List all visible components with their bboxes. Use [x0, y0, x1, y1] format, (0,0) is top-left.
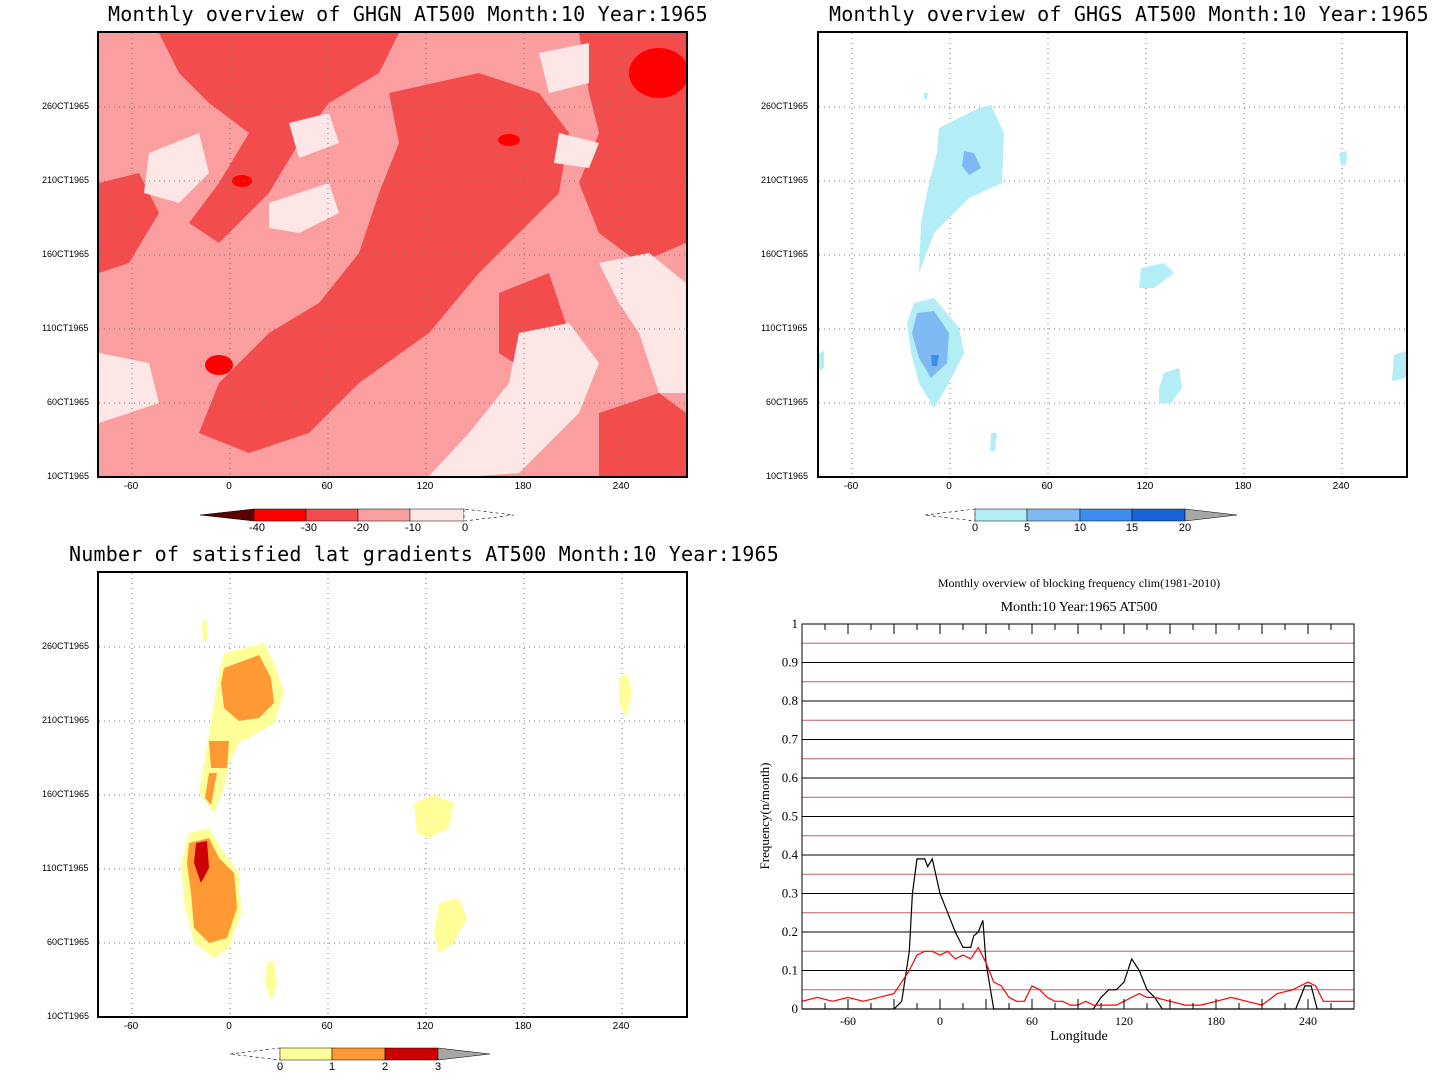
ghgs-contours [819, 33, 1406, 476]
ghgs-cb-label: 0 [971, 522, 979, 534]
x-tick-label: 0 [937, 1014, 943, 1028]
ghgn-cb-label: 0 [461, 522, 469, 534]
grad-title: Number of satisfied lat gradients AT500 … [69, 542, 779, 566]
ghgs-ytick: 260CT1965 [761, 101, 809, 111]
ghgn-xtick: 0 [226, 481, 232, 492]
ghgn-map [97, 31, 688, 478]
ghgn-xtick: -60 [123, 481, 139, 492]
ghgs-colorbar [925, 508, 1238, 522]
ghgs-map [817, 31, 1408, 478]
series-line-1 [801, 946, 1354, 1006]
y-tick-label: 0.4 [782, 847, 799, 862]
ghgn-ytick: 110CT1965 [42, 323, 89, 333]
ghgs-cb-label: 15 [1125, 522, 1139, 534]
ghgs-xtick: 120 [1136, 481, 1154, 492]
chart-grid [802, 623, 1354, 1010]
x-tick-label: -60 [840, 1014, 856, 1028]
ghgn-ytick: 10CT1965 [47, 471, 90, 481]
ghgn-cb-label: -40 [249, 522, 265, 534]
y-tick-label: 0.2 [782, 924, 798, 939]
ghgn-ytick: 260CT1965 [42, 101, 90, 111]
grad-ytick: 210CT1965 [42, 715, 90, 725]
y-tick-label: 0 [792, 1001, 799, 1016]
chart-ylabel: Frequency(n/month) [757, 763, 772, 870]
grad-ytick: 260CT1965 [42, 641, 90, 651]
grad-xtick: -60 [123, 1021, 139, 1032]
ghgs-title: Monthly overview of GHGS AT500 Month:10 … [829, 2, 1429, 26]
ghgn-xtick: 180 [514, 481, 532, 492]
grad-cb-label: 2 [381, 1061, 389, 1073]
ghgs-ytick: 110CT1965 [761, 323, 808, 333]
ghgn-cb-label: -10 [405, 522, 421, 534]
ghgs-cb-label: 20 [1178, 522, 1192, 534]
ghgs-xtick: 240 [1332, 481, 1350, 492]
chart-subtitle: Month:10 Year:1965 AT500 [1001, 600, 1158, 615]
y-tick-label: 0.5 [782, 809, 798, 824]
grad-ytick: 110CT1965 [42, 863, 89, 873]
y-tick-label: 0.7 [782, 732, 799, 747]
ghgs-xtick: 0 [946, 481, 952, 492]
blocking-frequency-chart: Monthly overview of blocking frequency c… [757, 576, 1355, 1044]
chart-frame [801, 623, 1355, 1010]
grad-ytick: 60CT1965 [47, 937, 90, 947]
ghgs-ytick: 10CT1965 [766, 471, 809, 481]
ghgs-xtick: 60 [1041, 481, 1053, 492]
ghgn-contours [99, 33, 686, 476]
chart-title: Monthly overview of blocking frequency c… [938, 576, 1220, 590]
ghgn-ytick: 210CT1965 [42, 175, 90, 185]
x-tick-label: 180 [1207, 1014, 1225, 1028]
ghgs-ytick: 160CT1965 [761, 249, 809, 259]
ghgn-colorbar [200, 508, 515, 522]
ghgn-xtick: 120 [416, 481, 434, 492]
x-tick-label: 240 [1299, 1014, 1317, 1028]
x-tick-label: 60 [1026, 1014, 1038, 1028]
ghgs-ytick: 210CT1965 [761, 175, 809, 185]
chart-lines [801, 857, 1354, 1010]
ghgn-xtick: 60 [321, 481, 333, 492]
grad-contours [99, 573, 686, 1016]
x-tick-label: 120 [1115, 1014, 1133, 1028]
y-tick-label: 0.3 [782, 886, 798, 901]
ghgs-xtick: 180 [1234, 481, 1252, 492]
y-tick-label: 1 [792, 616, 799, 631]
ghgn-title: Monthly overview of GHGN AT500 Month:10 … [108, 2, 708, 26]
chart-xlabel: Longitude [1050, 1029, 1108, 1044]
grad-cb-label: 1 [328, 1061, 336, 1073]
grad-map [97, 571, 688, 1018]
y-tick-label: 0.1 [782, 963, 798, 978]
ghgs-xtick: -60 [843, 481, 859, 492]
chart-ticks: 0 0.1 0.2 0.3 0.4 0.5 0.6 0.7 0.8 0.9 1 -60 0 60 120 18… [782, 616, 1355, 1028]
grad-cb-label: 3 [434, 1061, 442, 1073]
ghgs-ytick: 60CT1965 [766, 397, 809, 407]
ghgn-cb-label: -30 [301, 522, 317, 534]
ghgn-ytick: 60CT1965 [47, 397, 90, 407]
y-tick-label: 0.9 [782, 655, 798, 670]
grad-xtick: 120 [416, 1021, 434, 1032]
grad-ytick: 160CT1965 [42, 789, 90, 799]
series-line-0 [802, 857, 1354, 1010]
grad-ytick: 10CT1965 [47, 1011, 90, 1021]
grad-xtick: 180 [514, 1021, 532, 1032]
ghgn-cb-label: -20 [353, 522, 369, 534]
grad-xtick: 0 [226, 1021, 232, 1032]
grad-xtick: 60 [321, 1021, 333, 1032]
y-tick-label: 0.6 [782, 770, 799, 785]
ghgn-xtick: 240 [612, 481, 630, 492]
ghgn-ytick: 160CT1965 [42, 249, 90, 259]
ghgs-cb-label: 5 [1023, 522, 1031, 534]
ghgs-cb-label: 10 [1073, 522, 1087, 534]
y-tick-label: 0.8 [782, 693, 798, 708]
grad-colorbar [230, 1047, 491, 1061]
grad-cb-label: 0 [276, 1061, 284, 1073]
grad-xtick: 240 [612, 1021, 630, 1032]
